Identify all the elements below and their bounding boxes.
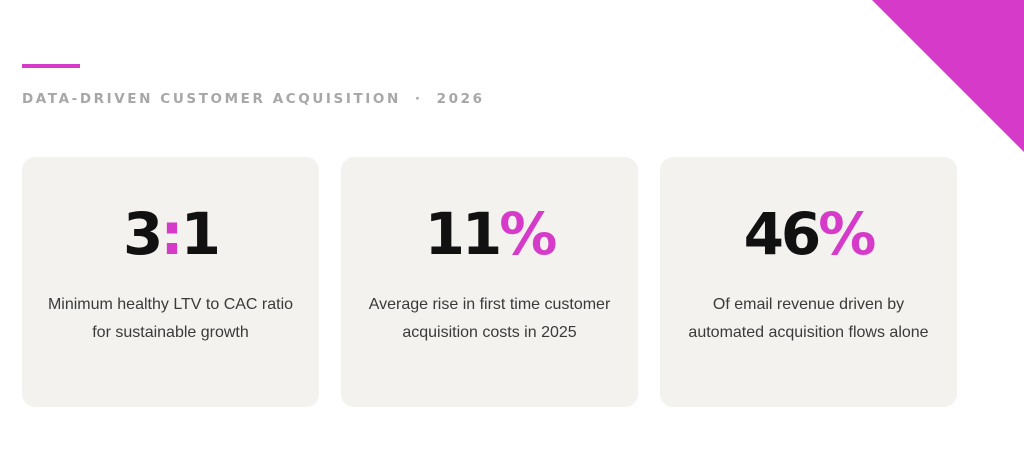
stat-card-email-revenue: 46% Of email revenue driven by automated… xyxy=(660,157,957,407)
stat-accent: % xyxy=(499,200,557,268)
corner-accent-shape xyxy=(872,0,1024,152)
stat-value: 11% xyxy=(424,200,558,268)
stat-description: Minimum healthy LTV to CAC ratio for sus… xyxy=(47,296,294,341)
eyebrow-year: 2026 xyxy=(436,91,485,107)
stat-accent: : xyxy=(160,200,183,268)
stat-value: 46% xyxy=(743,200,877,268)
stat-accent: % xyxy=(818,200,876,268)
stat-description: Average rise in first time customer acqu… xyxy=(368,296,611,341)
section-eyebrow: DATA-DRIVEN CUSTOMER ACQUISITION · 2026 xyxy=(22,91,485,107)
eyebrow-separator: · xyxy=(414,91,423,107)
accent-bar xyxy=(22,64,80,68)
eyebrow-title: DATA-DRIVEN CUSTOMER ACQUISITION xyxy=(22,91,401,107)
stat-number: 46 xyxy=(743,200,822,268)
stat-card-cac-rise: 11% Average rise in first time customer … xyxy=(341,157,638,407)
stat-cards: 3:1 Minimum healthy LTV to CAC ratio for… xyxy=(22,157,957,407)
stat-number: 11 xyxy=(424,200,503,268)
stat-description: Of email revenue driven by automated acq… xyxy=(688,296,929,341)
stat-card-ltv-cac: 3:1 Minimum healthy LTV to CAC ratio for… xyxy=(22,157,319,407)
stat-value: 3:1 xyxy=(123,200,221,268)
stat-number: 3 xyxy=(123,200,163,268)
stat-number: 1 xyxy=(180,200,221,268)
